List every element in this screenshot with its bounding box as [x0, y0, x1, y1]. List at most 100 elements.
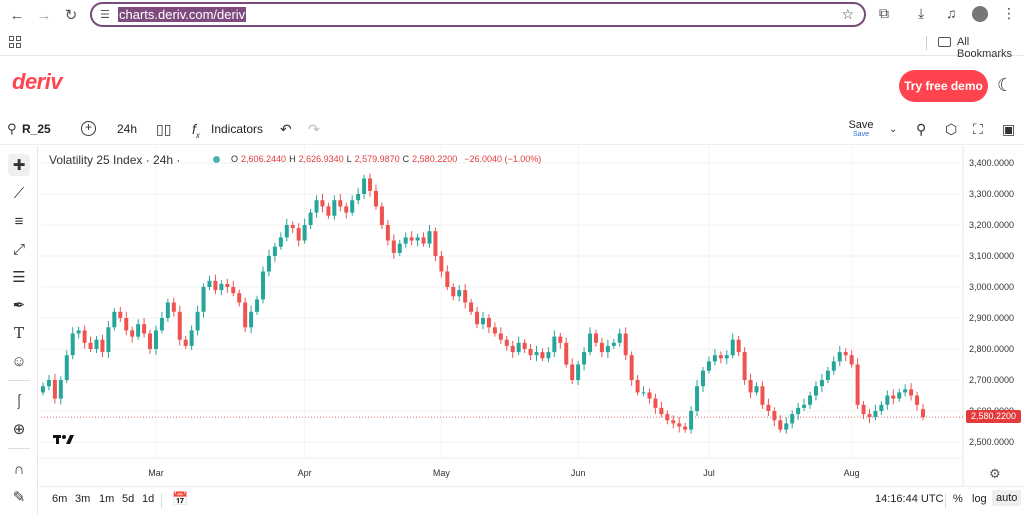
- calendar-icon[interactable]: 📅: [172, 491, 189, 506]
- fx-icon[interactable]: fx: [192, 121, 200, 140]
- close-value: 2,580.2200: [412, 154, 458, 164]
- candle-body: [772, 411, 777, 421]
- x-tick-label: Aug: [844, 468, 860, 478]
- folder-icon[interactable]: [938, 37, 951, 47]
- candle-body: [855, 364, 860, 405]
- clock-text[interactable]: 14:16:44 UTC: [875, 493, 944, 505]
- back-arrow-icon[interactable]: ←: [9, 6, 25, 24]
- price-chart[interactable]: 3,400.0000 3,300.0000 3,200.0000 3,100.0000…: [39, 146, 1024, 486]
- y-tick-label: 3,400.0000: [969, 158, 1014, 168]
- candle-body: [201, 287, 206, 312]
- auto-toggle[interactable]: auto: [992, 490, 1022, 506]
- percent-toggle[interactable]: %: [953, 493, 963, 505]
- pattern-icon[interactable]: ⤢: [12, 240, 25, 258]
- gear-icon[interactable]: ⚙: [989, 466, 1001, 481]
- deriv-logo[interactable]: deriv: [12, 69, 63, 94]
- candle-body: [712, 355, 717, 362]
- candle-body: [891, 395, 896, 399]
- y-tick-label: 2,500.0000: [969, 437, 1014, 447]
- candle-body: [582, 352, 587, 365]
- redo-icon[interactable]: ↷: [308, 121, 320, 137]
- site-settings-icon[interactable]: ☰: [100, 9, 110, 21]
- candle-body: [58, 380, 63, 399]
- save-button[interactable]: Save Save: [846, 119, 876, 138]
- fib-icon[interactable]: ≡: [14, 212, 24, 230]
- forward-arrow-icon[interactable]: →: [36, 6, 52, 24]
- candle-body: [52, 380, 57, 399]
- media-icon[interactable]: ♫: [946, 5, 957, 21]
- timeframe-6m[interactable]: 6m: [52, 493, 68, 505]
- candle-body: [879, 404, 884, 411]
- url-text[interactable]: charts.deriv.com/deriv: [118, 7, 247, 22]
- extensions-icon[interactable]: ⧉: [879, 5, 889, 21]
- log-toggle[interactable]: log: [972, 493, 987, 505]
- crosshair-icon[interactable]: ✚: [8, 154, 30, 176]
- candle-body: [528, 349, 533, 356]
- timeframe-1d[interactable]: 1d: [142, 493, 155, 505]
- text-icon[interactable]: T: [13, 324, 24, 342]
- timeframe-button[interactable]: 24h: [117, 122, 138, 136]
- address-bar[interactable]: ☰ charts.deriv.com/deriv ☆: [90, 2, 866, 27]
- undo-icon[interactable]: ↶: [280, 121, 292, 137]
- tradingview-logo[interactable]: [53, 432, 75, 448]
- candle-body: [207, 280, 212, 287]
- add-icon[interactable]: +: [81, 121, 96, 136]
- candle-body: [76, 330, 81, 334]
- zoom-icon[interactable]: ⚲: [916, 121, 927, 137]
- candle-body: [861, 404, 866, 415]
- candle-body: [802, 404, 807, 408]
- timeframe-3m[interactable]: 3m: [75, 493, 91, 505]
- emoji-icon[interactable]: ☺: [11, 352, 27, 370]
- candle-body: [504, 339, 509, 346]
- candle-body: [177, 311, 182, 340]
- candle-body: [564, 342, 569, 365]
- brush-icon[interactable]: ✒: [12, 297, 26, 314]
- search-icon[interactable]: ⚲: [7, 121, 17, 136]
- candle-icon[interactable]: ▯▯: [156, 121, 172, 137]
- candle-body: [481, 318, 485, 325]
- x-tick-label: Jun: [571, 468, 586, 478]
- candle-body: [486, 318, 491, 328]
- candle-body: [778, 420, 783, 430]
- timeframe-1m[interactable]: 1m: [99, 493, 115, 505]
- candle-body: [165, 302, 170, 318]
- fullscreen-icon[interactable]: ⛶: [973, 121, 983, 137]
- candle-body: [350, 200, 355, 213]
- candle-body: [706, 361, 711, 371]
- candle-body: [825, 370, 830, 380]
- pencil-lock-icon[interactable]: ✎: [12, 489, 26, 506]
- candle-body: [909, 389, 914, 396]
- ruler-icon[interactable]: ⎰: [11, 393, 27, 411]
- candle-body: [576, 364, 581, 380]
- apps-icon[interactable]: [9, 36, 21, 48]
- chevron-down-icon[interactable]: ⌄: [889, 124, 898, 135]
- download-icon[interactable]: ⤓: [918, 5, 925, 21]
- chart-area[interactable]: 3,400.0000 3,300.0000 3,200.0000 3,100.0000…: [39, 146, 1024, 486]
- candle-body: [849, 355, 854, 365]
- candle-body: [183, 339, 188, 346]
- candle-body: [552, 336, 557, 353]
- candle-body: [695, 386, 700, 411]
- indicators-button[interactable]: Indicators: [211, 122, 264, 136]
- moon-icon[interactable]: ☾: [997, 75, 1014, 95]
- camera-icon[interactable]: ▣: [1002, 121, 1016, 137]
- y-tick-label: 3,100.0000: [969, 251, 1014, 261]
- star-icon[interactable]: ☆: [841, 6, 854, 22]
- candle-body: [153, 330, 158, 349]
- profile-icon[interactable]: [972, 6, 988, 22]
- try-free-demo-button[interactable]: Try free demo: [899, 70, 988, 102]
- timeframe-5d[interactable]: 5d: [122, 493, 135, 505]
- candle-body: [41, 386, 45, 393]
- ohlc-legend: O 2,606.2440 H 2,626.9340 L 2,579.9870 C 2,5…: [213, 154, 541, 164]
- zoom-in-icon[interactable]: ⊕: [12, 421, 26, 438]
- reload-icon[interactable]: ↻: [64, 7, 78, 24]
- bottom-divider: [161, 493, 162, 508]
- trend-line-icon[interactable]: ⟋: [13, 184, 25, 202]
- symbol-search[interactable]: R_25: [22, 122, 51, 136]
- open-value: 2,606.2440: [241, 154, 287, 164]
- menu-icon[interactable]: ⋮: [1002, 5, 1016, 21]
- candle-body: [433, 231, 438, 256]
- multiline-icon[interactable]: ☰: [12, 269, 26, 286]
- layout-icon[interactable]: ⬡: [945, 121, 958, 137]
- magnet-icon[interactable]: ∩: [13, 460, 25, 478]
